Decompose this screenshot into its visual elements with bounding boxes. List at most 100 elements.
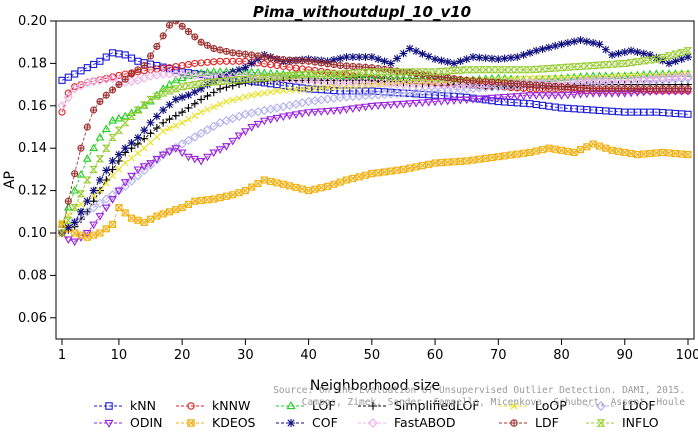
legend-label: LoOP — [535, 398, 567, 413]
data-point — [608, 51, 617, 59]
series-line — [61, 39, 689, 234]
data-point — [210, 45, 218, 53]
data-point — [235, 65, 243, 74]
data-point — [550, 92, 560, 100]
data-point — [215, 71, 225, 81]
data-point — [544, 92, 554, 100]
data-point — [392, 101, 402, 109]
data-point — [595, 61, 604, 69]
data-point — [216, 84, 224, 93]
data-point — [184, 28, 193, 36]
data-point — [545, 82, 553, 90]
data-point — [82, 207, 92, 217]
data-point — [253, 74, 263, 82]
data-point — [342, 106, 351, 114]
data-point — [386, 59, 395, 68]
data-point — [152, 124, 161, 132]
data-point — [228, 137, 238, 146]
data-point — [488, 78, 496, 86]
data-point — [165, 115, 174, 124]
data-point — [259, 72, 270, 83]
legend-label: SimplifiedLOF — [394, 398, 480, 413]
data-point — [329, 77, 339, 87]
data-point — [329, 70, 339, 78]
data-point — [190, 99, 199, 108]
data-point — [128, 214, 136, 222]
data-point — [140, 144, 148, 152]
data-point — [83, 197, 92, 206]
data-point — [171, 111, 180, 120]
data-point — [178, 119, 186, 127]
axes: 1 10 20 30 40 50 60 70 80 90 100 0.06 0.08 0.10 0.12 0.… — [18, 14, 698, 363]
data-point — [247, 124, 257, 132]
data-point — [531, 92, 541, 100]
data-point — [513, 150, 521, 158]
data-point — [204, 106, 211, 113]
legend-item-lof: LOF — [276, 398, 336, 413]
data-point — [481, 95, 491, 103]
data-point — [298, 85, 306, 93]
legend-item-cof: COF — [276, 415, 338, 430]
legend-item-loop: LoOP — [499, 398, 567, 413]
data-point — [171, 69, 181, 79]
data-point — [183, 70, 194, 80]
data-point — [115, 166, 123, 173]
data-point — [583, 143, 591, 151]
data-point — [539, 81, 547, 89]
data-point — [361, 171, 370, 179]
data-point — [121, 75, 129, 83]
data-point — [183, 135, 194, 146]
data-point — [177, 83, 187, 91]
data-point — [430, 79, 440, 90]
data-point — [89, 165, 98, 173]
series-inflo — [57, 47, 693, 237]
data-point — [576, 84, 585, 92]
data-point — [178, 108, 187, 117]
data-point — [165, 79, 174, 88]
data-point — [671, 85, 679, 93]
data-point — [215, 146, 225, 154]
data-point — [134, 57, 142, 65]
data-point — [102, 225, 110, 233]
data-point — [336, 178, 344, 186]
data-point — [286, 86, 294, 94]
data-point — [254, 90, 262, 98]
data-point — [184, 153, 193, 162]
data-point — [228, 76, 238, 84]
data-point — [595, 142, 604, 150]
legend-item-ldof: LDOF — [586, 398, 656, 413]
data-point — [128, 70, 136, 78]
data-point — [95, 155, 105, 163]
data-point — [424, 68, 434, 76]
data-point — [71, 229, 79, 237]
data-point — [411, 68, 421, 76]
data-point — [153, 212, 161, 220]
data-point — [324, 60, 332, 68]
data-point — [405, 68, 415, 76]
data-point — [456, 66, 465, 74]
data-point — [342, 53, 351, 61]
data-point — [247, 75, 257, 83]
data-point — [652, 85, 660, 93]
data-point — [570, 37, 579, 46]
data-point — [273, 87, 281, 95]
data-point — [482, 78, 490, 86]
data-point — [159, 210, 167, 218]
data-point — [171, 95, 180, 104]
data-point — [613, 75, 624, 86]
data-point — [323, 70, 332, 78]
data-point — [209, 121, 219, 131]
data-point — [203, 41, 211, 49]
data-point — [455, 79, 466, 90]
data-point — [450, 59, 458, 68]
data-point — [684, 53, 692, 61]
data-point — [70, 238, 80, 247]
data-point — [260, 53, 268, 61]
data-point — [278, 73, 288, 84]
legend-label: kNN — [130, 398, 156, 413]
data-point — [398, 79, 409, 90]
data-point — [266, 68, 276, 77]
series-line — [61, 143, 689, 238]
data-point — [335, 107, 345, 115]
